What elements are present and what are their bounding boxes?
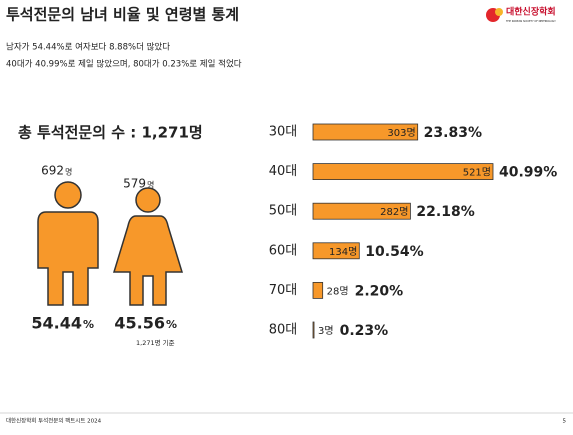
share-label: 22.18% [416,204,474,220]
category-label: 40대 [269,164,298,179]
bar [312,281,324,299]
bar [312,202,411,220]
value-label: 134명 [329,246,357,258]
category-label: 30대 [269,125,298,140]
summary-line: 40대가 40.99%로 제일 많았으며, 80대가 0.23%로 제일 적었다 [6,59,242,70]
share-label: 2.20% [355,283,404,299]
footer: 대한신장학회 투석전문의 팩트시트 2024 [6,417,102,425]
unit: 명 [147,180,154,190]
share-label: 0.23% [340,323,389,339]
value-label: 3명 [318,325,334,337]
male-count: 692 [41,164,64,178]
value-label: 303명 [387,127,415,139]
logo: 대한신장학회 [506,6,556,18]
total: 총 투석전문의 수 : 1,271명 [18,124,203,142]
value-label: 282명 [380,206,408,218]
value-label: 28명 [327,285,349,297]
logo-icon [495,8,503,16]
basis: 1,271명 기준 [136,338,175,347]
category-label: 50대 [269,204,298,219]
share-label: 40.99% [499,165,557,181]
category-label: 80대 [269,323,298,338]
male-percent: 54.44 [31,314,82,333]
category-label: 70대 [269,283,298,298]
male-figure [37,181,99,306]
title: 투석전문의 남녀 비율 및 연령별 통계 [6,6,239,24]
bar [312,123,419,141]
category-label: 60대 [269,243,298,258]
female-figure [112,187,184,306]
unit: % [166,318,177,331]
logo-sub: THE KOREAN SOCIETY OF NEPHROLOGY [506,19,556,23]
share-label: 23.83% [424,125,482,141]
unit: % [83,318,94,331]
female-percent: 45.56 [114,314,165,333]
page-number: 5 [563,419,567,425]
bar [312,242,360,260]
bar [312,321,315,339]
value-label: 521명 [463,167,491,179]
unit: 명 [65,167,72,177]
female-count: 579 [123,177,146,191]
bar [312,163,494,181]
share-label: 10.54% [365,244,423,260]
summary-line: 남자가 54.44%로 여자보다 8.88%더 많았다 [6,42,170,53]
